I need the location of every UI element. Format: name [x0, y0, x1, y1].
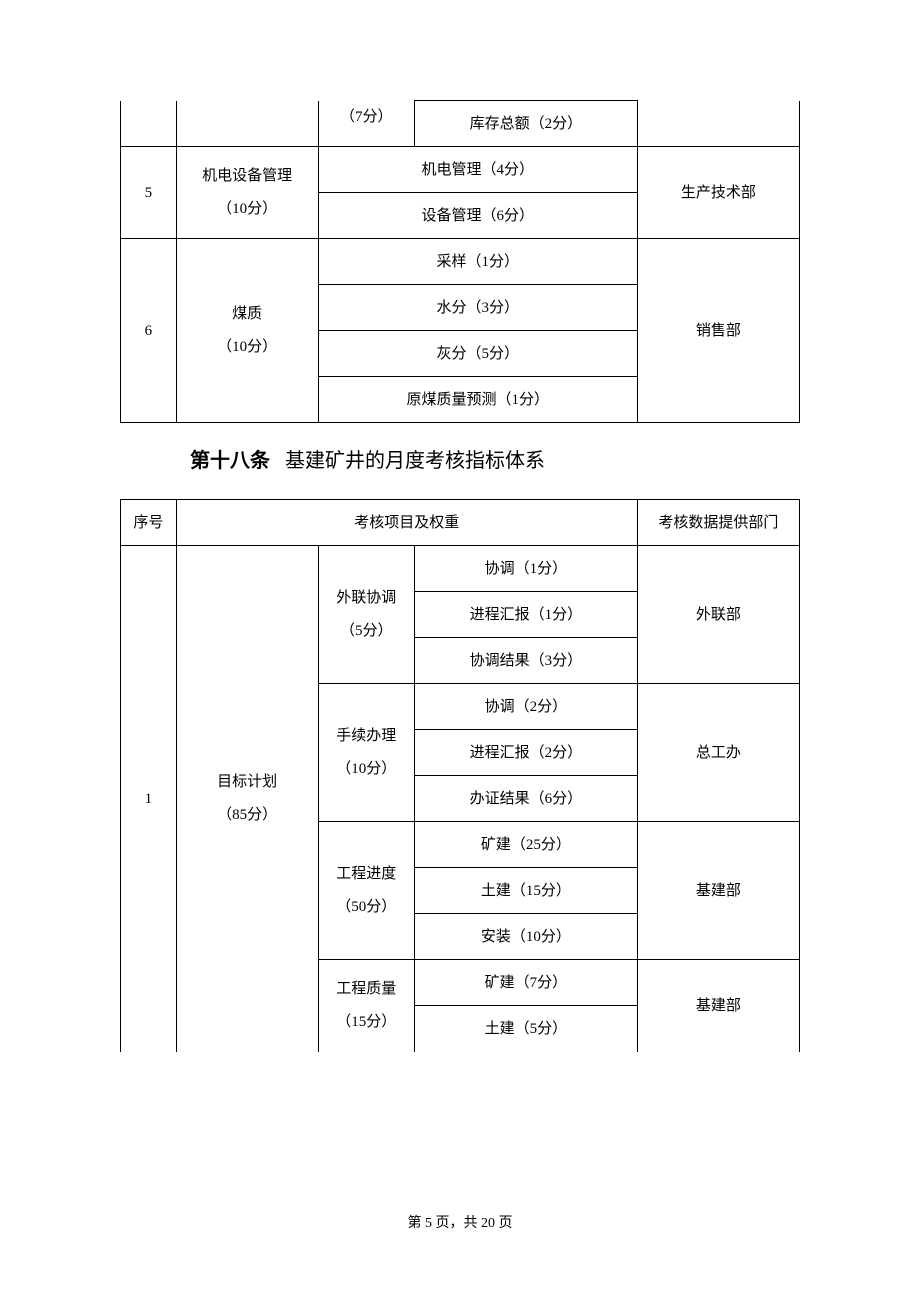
cell-sub: 工程质量 （15分） — [318, 960, 414, 1052]
table-header-row: 序号 考核项目及权重 考核数据提供部门 — [121, 500, 800, 546]
cell-detail: 土建（15分） — [414, 868, 637, 914]
cell-detail: 机电管理（4分） — [318, 147, 637, 193]
cell-dept: 总工办 — [637, 684, 799, 822]
cell-detail: 协调（1分） — [414, 546, 637, 592]
cell-sub: 外联协调 （5分） — [318, 546, 414, 684]
cell-detail: 库存总额（2分） — [414, 101, 637, 147]
cell-dept: 外联部 — [637, 546, 799, 684]
sub-text-line1: 外联协调 — [336, 590, 396, 606]
sub-text-line2: （15分） — [336, 1014, 396, 1030]
item-text-line2: （85分） — [217, 807, 277, 823]
cell-sub: 工程进度 （50分） — [318, 822, 414, 960]
page-footer: 第 5 页，共 20 页 — [0, 1212, 920, 1232]
cell-dept: 基建部 — [637, 822, 799, 960]
cell-detail: 协调结果（3分） — [414, 638, 637, 684]
cell-dept-empty — [637, 101, 799, 147]
cell-detail: 矿建（7分） — [414, 960, 637, 1006]
header-dept: 考核数据提供部门 — [637, 500, 799, 546]
cell-detail: 进程汇报（2分） — [414, 730, 637, 776]
cell-num: 5 — [121, 147, 177, 239]
cell-item-empty — [176, 101, 318, 147]
cell-item: 煤质 （10分） — [176, 239, 318, 423]
table-row: 1 目标计划 （85分） 外联协调 （5分） 协调（1分） 外联部 — [121, 546, 800, 592]
cell-detail: 土建（5分） — [414, 1006, 637, 1052]
cell-item: 机电设备管理 （10分） — [176, 147, 318, 239]
cell-detail: 设备管理（6分） — [318, 193, 637, 239]
table-row: （7分） 库存总额（2分） — [121, 101, 800, 147]
sub-text-line2: （10分） — [336, 761, 396, 777]
cell-num-empty — [121, 101, 177, 147]
sub-text-line1: 手续办理 — [336, 728, 396, 744]
cell-dept: 销售部 — [637, 239, 799, 423]
table-row: 6 煤质 （10分） 采样（1分） 销售部 — [121, 239, 800, 285]
cell-detail: 办证结果（6分） — [414, 776, 637, 822]
cell-detail: 矿建（25分） — [414, 822, 637, 868]
cell-num: 6 — [121, 239, 177, 423]
article-text: 基建矿井的月度考核指标体系 — [285, 450, 545, 472]
cell-detail: 安装（10分） — [414, 914, 637, 960]
item-text-line2: （10分） — [217, 339, 277, 355]
article-label: 第十八条 — [190, 450, 270, 472]
header-item: 考核项目及权重 — [176, 500, 637, 546]
cell-detail: 灰分（5分） — [318, 331, 637, 377]
sub-text-line2: （50分） — [336, 899, 396, 915]
cell-detail: 水分（3分） — [318, 285, 637, 331]
cell-detail: 进程汇报（1分） — [414, 592, 637, 638]
item-text-line1: 目标计划 — [217, 774, 277, 790]
cell-sub: （7分） — [318, 101, 414, 147]
article-heading: 第十八条 基建矿井的月度考核指标体系 — [190, 443, 800, 479]
item-text-line2: （10分） — [217, 201, 277, 217]
cell-dept: 生产技术部 — [637, 147, 799, 239]
cell-num: 1 — [121, 546, 177, 1052]
cell-item: 目标计划 （85分） — [176, 546, 318, 1052]
item-text-line1: 煤质 — [232, 306, 262, 322]
header-num: 序号 — [121, 500, 177, 546]
cell-detail: 原煤质量预测（1分） — [318, 377, 637, 423]
sub-text-line2: （5分） — [340, 623, 393, 639]
cell-detail: 采样（1分） — [318, 239, 637, 285]
cell-sub: 手续办理 （10分） — [318, 684, 414, 822]
sub-text-line1: 工程质量 — [336, 981, 396, 997]
cell-dept: 基建部 — [637, 960, 799, 1052]
item-text-line1: 机电设备管理 — [202, 168, 292, 184]
sub-text-line1: 工程进度 — [336, 866, 396, 882]
table-2: 序号 考核项目及权重 考核数据提供部门 1 目标计划 （85分） 外联协调 （5… — [120, 499, 800, 1052]
table-1: （7分） 库存总额（2分） 5 机电设备管理 （10分） 机电管理（4分） 生产… — [120, 100, 800, 423]
cell-detail: 协调（2分） — [414, 684, 637, 730]
table-row: 5 机电设备管理 （10分） 机电管理（4分） 生产技术部 — [121, 147, 800, 193]
